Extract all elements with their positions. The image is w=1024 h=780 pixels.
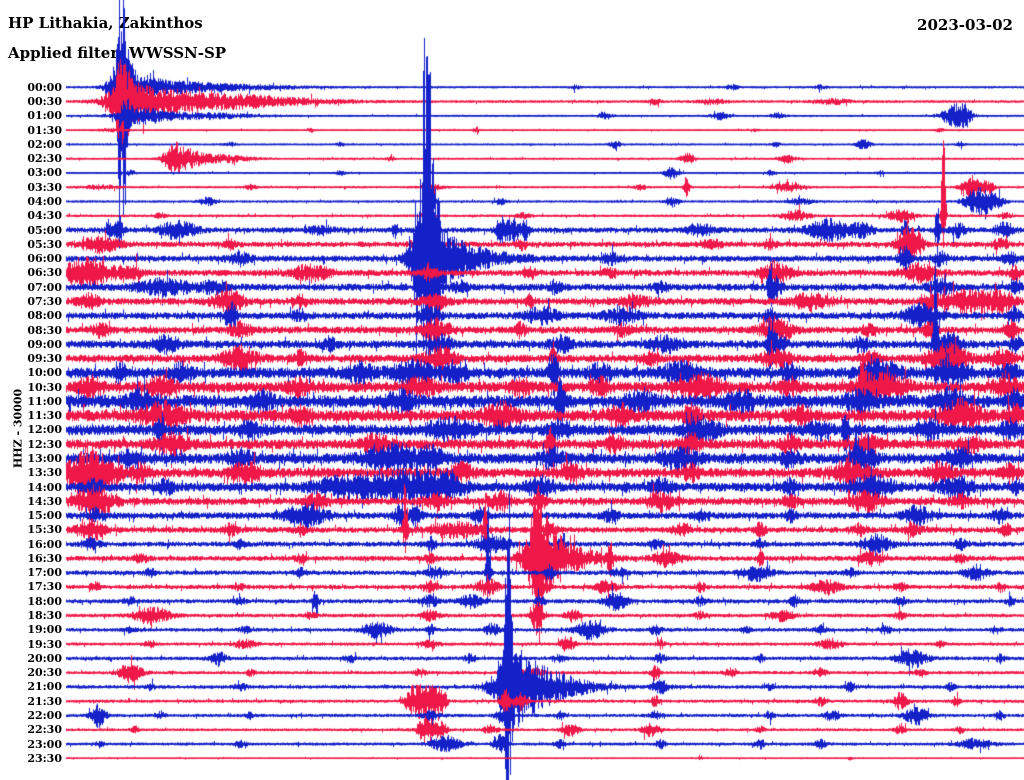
helicorder-screen: HP Lithakia, Zakinthos Applied filter: W… (0, 0, 1024, 780)
seismogram-plot (0, 0, 1024, 780)
